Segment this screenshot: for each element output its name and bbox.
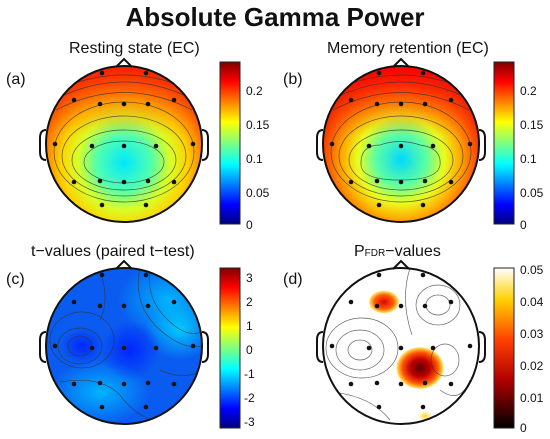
colorbar-d: [493, 267, 515, 429]
panel-d-label: (d): [283, 271, 303, 288]
topomap-b: [316, 57, 486, 223]
cb-b-tick: 0.15: [520, 118, 544, 132]
figure-title: Absolute Gamma Power: [125, 2, 425, 32]
colorbar-b: [493, 61, 515, 225]
cb-d-tick: 0.03: [520, 327, 544, 341]
cb-b-tick: 0.05: [520, 186, 544, 200]
panel-a-label: (a): [6, 71, 26, 88]
panel-c-subtitle: t−values (paired t−test): [31, 243, 195, 260]
topomap-c: [39, 259, 209, 425]
cb-b-tick: 0.1: [520, 152, 537, 166]
cb-c-tick: 3: [246, 271, 253, 285]
cb-c-tick: -3: [244, 415, 255, 429]
topomap-a: [39, 57, 209, 223]
cb-d-tick: 0.01: [520, 391, 544, 405]
cb-c-tick: -1: [244, 367, 255, 381]
colorbar-a: [219, 61, 241, 225]
cb-b-tick: 0: [520, 218, 527, 232]
panel-d-subtitle: PFDR−values: [354, 243, 441, 260]
cb-a-tick: 0.15: [246, 118, 270, 132]
cb-a-tick: 0.1: [246, 152, 263, 166]
cb-d-tick: 0.04: [520, 295, 544, 309]
cb-c-tick: 0: [246, 343, 253, 357]
cb-c-tick: -2: [244, 391, 255, 405]
cb-c-tick: 2: [246, 295, 253, 309]
panel-b-label: (b): [283, 71, 303, 88]
cb-d-tick: 0.02: [520, 359, 544, 373]
cb-a-tick: 0.2: [246, 84, 263, 98]
panel-c-label: (c): [6, 271, 25, 288]
colorbar-c: [219, 267, 241, 429]
cb-c-tick: 1: [246, 319, 253, 333]
panel-b-subtitle: Memory retention (EC): [327, 40, 489, 57]
topomap-d: [316, 259, 486, 425]
cb-a-tick: 0.05: [246, 186, 270, 200]
panel-a-subtitle: Resting state (EC): [69, 40, 200, 57]
cb-a-tick: 0: [246, 218, 253, 232]
cb-b-tick: 0.2: [520, 84, 537, 98]
cb-d-tick: 0: [520, 421, 527, 435]
cb-d-tick: 0.05: [520, 263, 544, 277]
